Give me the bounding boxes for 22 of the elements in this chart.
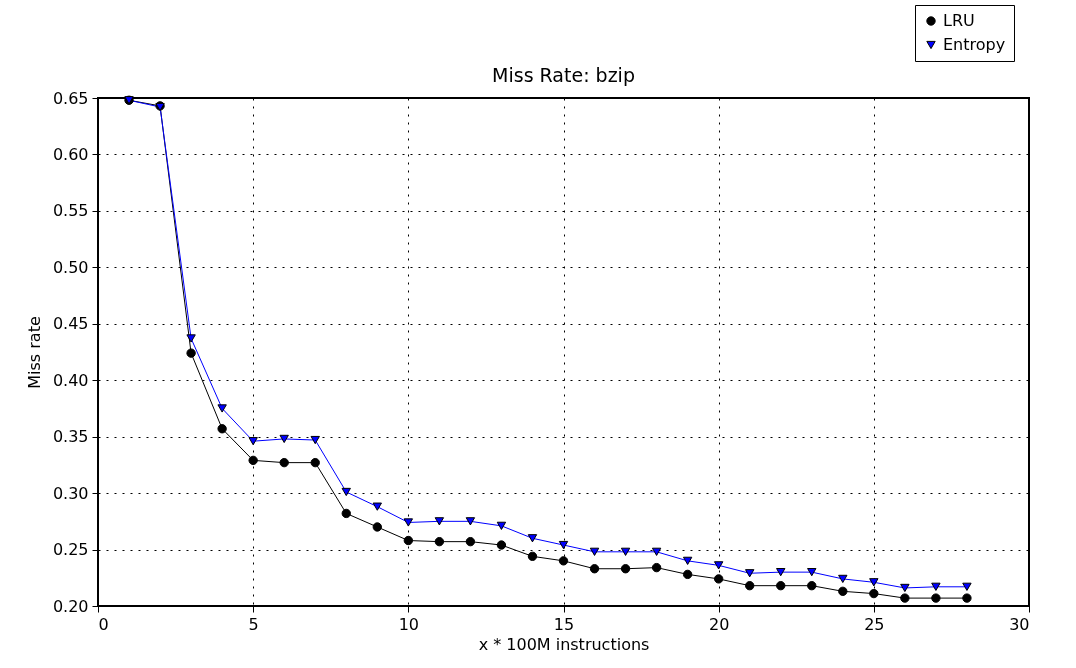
x-tick-label: 15 — [553, 614, 575, 634]
legend-label: LRU — [943, 11, 975, 30]
y-tick-label: 0.55 — [52, 201, 89, 221]
y-tick-label: 0.50 — [52, 257, 89, 277]
x-axis-title: x * 100M instructions — [478, 634, 650, 654]
y-tick-label: 0.60 — [52, 144, 89, 164]
y-tick-label: 0.65 — [52, 88, 89, 108]
x-tick-label: 20 — [708, 614, 730, 634]
y-tick-label: 0.20 — [52, 596, 89, 616]
y-tick-label: 0.45 — [52, 314, 89, 334]
y-tick-label: 0.40 — [52, 370, 89, 390]
x-tick-label: 10 — [398, 614, 420, 634]
x-tick-label: 5 — [248, 614, 259, 634]
x-tick-label: 25 — [864, 614, 885, 634]
y-tick-label: 0.25 — [52, 540, 89, 560]
y-axis-title: Miss rate — [24, 316, 44, 389]
chart-title: Miss Rate: bzip — [492, 64, 635, 86]
x-tick-label: 30 — [1009, 614, 1030, 634]
legend-label: Entropy — [943, 35, 1006, 54]
y-tick-label: 0.35 — [52, 427, 89, 447]
x-tick-label: 0 — [98, 614, 109, 634]
y-tick-label: 0.30 — [52, 483, 89, 503]
